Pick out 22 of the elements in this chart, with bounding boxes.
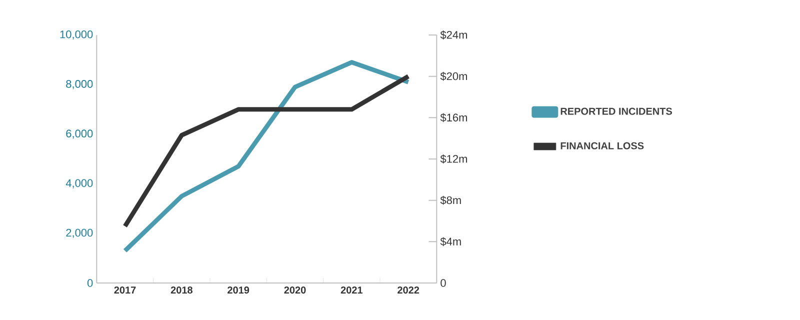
y2-tick-label: 0 xyxy=(440,279,446,287)
y2-tick-label: $20m xyxy=(440,72,467,81)
y2-tick-label: $16m xyxy=(440,113,467,122)
y2-tick-label: $24m xyxy=(440,30,467,40)
y-tick-label: 2,000 xyxy=(66,228,93,238)
legend-label: FINANCIAL LOSS xyxy=(560,142,644,150)
y-tick-label: 10,000 xyxy=(60,30,93,40)
x-tick-label: 2017 xyxy=(114,286,136,294)
line-series xyxy=(122,60,411,253)
y-tick-label: 8,000 xyxy=(66,80,93,90)
y2-tick-label: $8m xyxy=(440,196,461,205)
x-tick-label: 2018 xyxy=(170,286,192,294)
y-tick-label: 4,000 xyxy=(66,179,93,188)
x-tick-label: 2019 xyxy=(228,286,250,294)
legend-label: REPORTED INCIDENTS xyxy=(560,108,672,115)
x-tick-label: 2020 xyxy=(284,286,306,294)
y-tick-label: 6,000 xyxy=(66,130,93,139)
y-tick-label: 0 xyxy=(87,279,93,287)
y2-tick-label: $4m xyxy=(440,237,461,246)
y2-tick-label: $12m xyxy=(440,154,467,164)
x-tick-label: 2021 xyxy=(340,286,363,294)
x-tick-label: 2022 xyxy=(398,286,420,294)
